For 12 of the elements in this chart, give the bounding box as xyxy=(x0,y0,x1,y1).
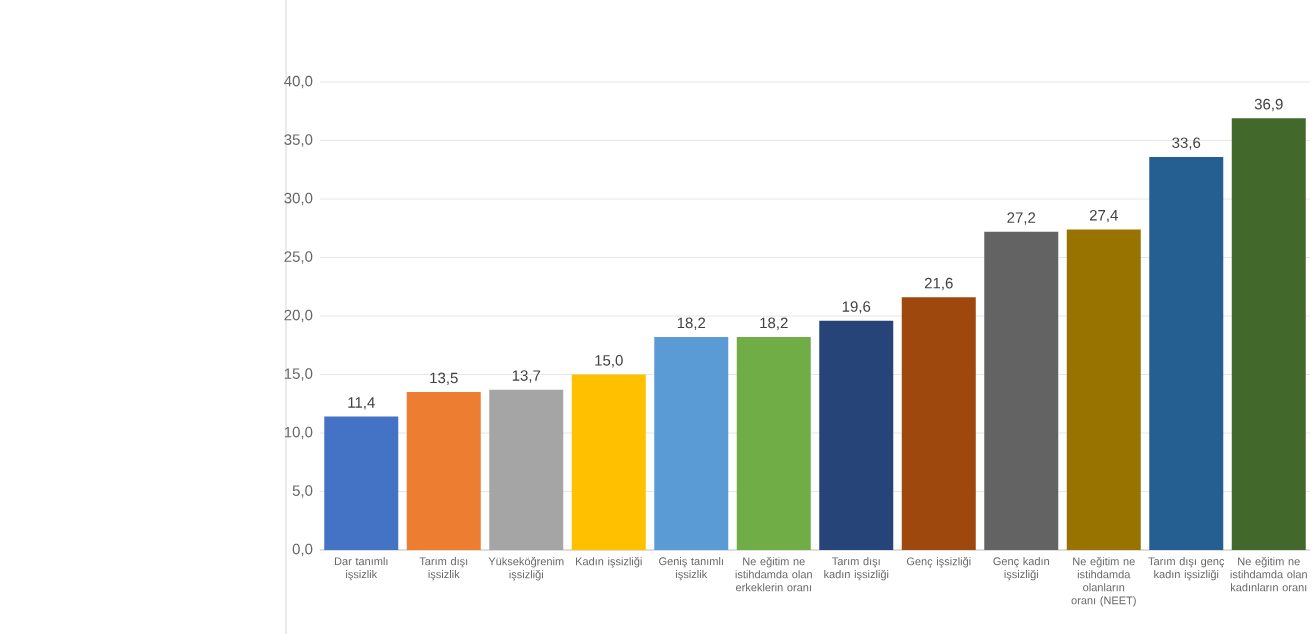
bar xyxy=(1231,118,1306,550)
bar xyxy=(324,416,399,550)
bar xyxy=(1066,229,1141,550)
bar xyxy=(571,374,646,550)
bar xyxy=(901,297,976,550)
bar xyxy=(984,231,1059,550)
bar xyxy=(736,337,811,550)
bar xyxy=(1149,156,1224,550)
bar xyxy=(654,337,729,550)
bar xyxy=(489,389,564,550)
bar xyxy=(406,392,481,550)
bar xyxy=(819,320,894,550)
